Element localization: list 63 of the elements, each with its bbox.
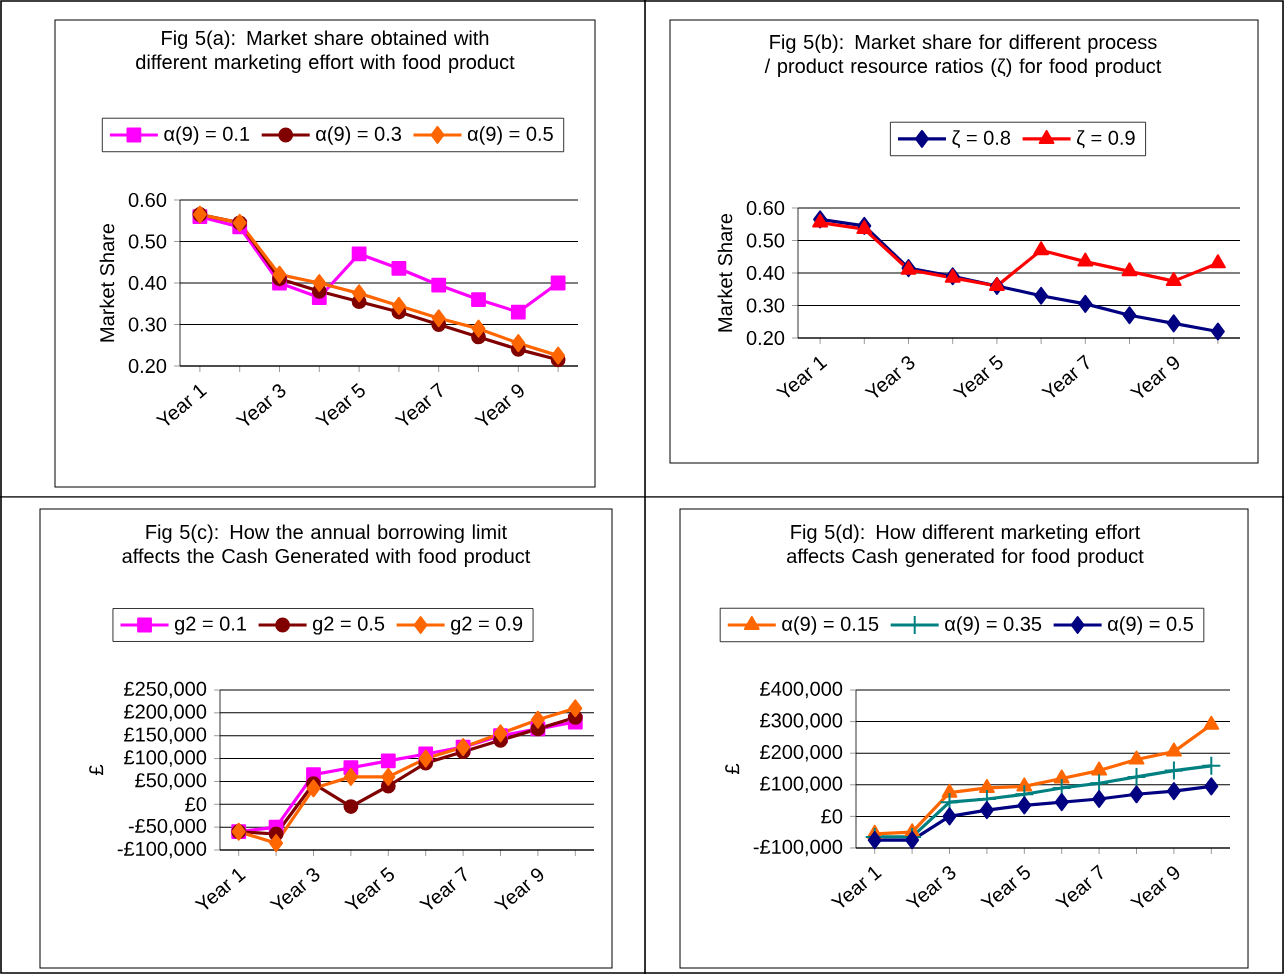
y-tick-label: -£100,000: [753, 839, 843, 857]
chart-title: Fig 5(a): Market share obtained with different marketing effort with food product: [136, 30, 515, 74]
x-tick-label: Year 7: [1054, 864, 1103, 908]
x-tick-label: Year 5: [314, 383, 365, 426]
x-tick-label: Year 3: [269, 868, 320, 910]
legend-label: g2 = 0.1: [174, 616, 246, 635]
legend-label: α(9) = 0.35: [945, 616, 1042, 635]
y-tick-label: 0.20: [128, 358, 167, 374]
x-tick-label: Year 3: [864, 356, 915, 398]
y-tick-label: £50,000: [135, 773, 207, 790]
x-tick-label: Year 7: [418, 866, 467, 910]
x-tick-label: Year 1: [775, 356, 828, 398]
chart-title: Fig 5(d): How different marketing effort affects Cash generated for food product: [787, 524, 1144, 568]
y-axis-title: £: [725, 763, 740, 774]
x-tick-label: Year 5: [952, 355, 1003, 398]
y-tick-label: 0.30: [128, 317, 167, 332]
x-tick-label: Year 5: [344, 867, 394, 910]
legend-label: ζ = 0.8: [952, 130, 1011, 149]
y-tick-label: £200,000: [760, 744, 843, 762]
legend-label: g2 = 0.9: [451, 616, 523, 635]
x-tick-label: Year 3: [235, 384, 286, 426]
y-tick-label: -£100,000: [117, 841, 207, 859]
x-tick-label: Year 7: [394, 382, 443, 426]
x-tick-label: Year 9: [493, 868, 544, 910]
y-tick-label: £0: [185, 797, 207, 812]
y-tick-label: 0.50: [746, 233, 785, 248]
x-tick-label: Year 1: [194, 868, 246, 910]
x-tick-label: Year 1: [155, 384, 208, 426]
y-tick-label: £0: [821, 809, 843, 824]
y-tick-label: £250,000: [124, 681, 207, 699]
x-tick-label: Year 5: [980, 865, 1030, 908]
x-tick-label: Year 1: [830, 866, 882, 908]
x-tick-label: Year 3: [905, 866, 956, 908]
chart-title: Fig 5(b): Market share for different process / product resource ratios (ζ) for food product: [764, 34, 1162, 78]
y-tick-label: -£50,000: [128, 818, 207, 836]
legend-label: α(9) = 0.1: [164, 126, 250, 145]
x-tick-label: Year 9: [474, 384, 524, 426]
y-tick-label: £150,000: [124, 727, 207, 744]
y-tick-label: 0.60: [746, 200, 785, 216]
x-tick-label: Year 9: [1129, 356, 1180, 398]
y-tick-label: 0.50: [128, 234, 167, 249]
legend-label: α(9) = 0.5: [467, 126, 553, 145]
y-tick-label: 0.40: [128, 275, 167, 291]
y-tick-label: £100,000: [760, 776, 843, 794]
legend-label: ζ = 0.9: [1077, 130, 1135, 149]
x-tick-label: Year 9: [1129, 866, 1180, 908]
y-axis-title: Market Share: [717, 213, 733, 332]
y-tick-label: £200,000: [124, 704, 207, 722]
y-tick-label: £400,000: [760, 681, 843, 699]
y-tick-label: 0.20: [746, 330, 785, 346]
y-tick-label: £100,000: [124, 750, 207, 767]
y-tick-label: 0.40: [746, 265, 785, 281]
legend-label: α(9) = 0.15: [782, 616, 879, 635]
legend-label: g2 = 0.5: [313, 616, 385, 635]
legend-label: α(9) = 0.3: [316, 126, 402, 145]
y-tick-label: 0.30: [746, 298, 785, 313]
y-tick-label: £300,000: [760, 713, 843, 730]
chart-title: Fig 5(c): How the annual borrowing limit affects the Cash Generated with food product: [122, 524, 531, 568]
legend-label: α(9) = 0.5: [1108, 616, 1193, 635]
y-tick-label: 0.60: [128, 192, 167, 208]
x-tick-label: Year 7: [1041, 354, 1089, 398]
y-axis-title: £: [89, 764, 104, 775]
y-axis-title: Market Share: [99, 223, 115, 342]
